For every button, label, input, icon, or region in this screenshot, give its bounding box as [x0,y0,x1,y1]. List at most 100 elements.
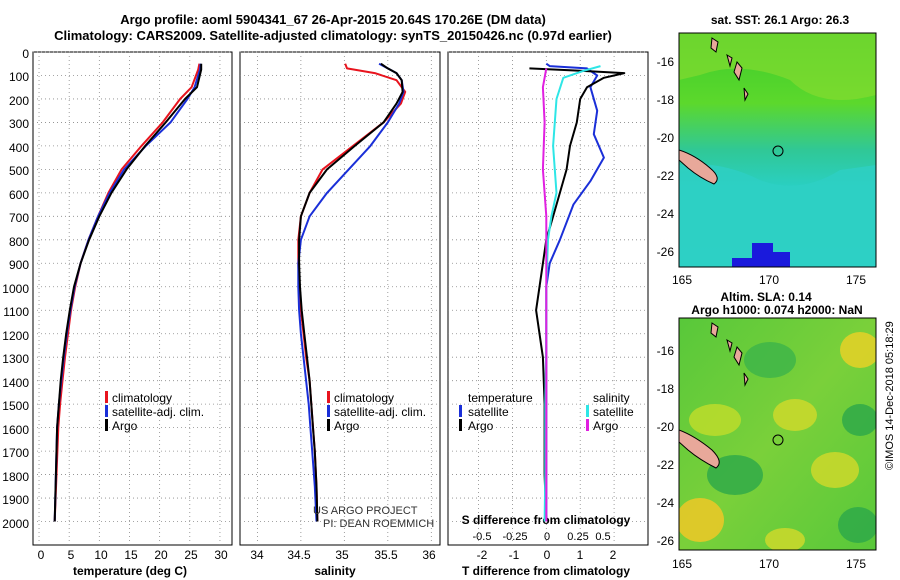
temperature-x-tick: 10 [94,548,108,562]
temperature-x-tick: 30 [214,548,228,562]
legend-label-argo: Argo [334,419,360,433]
legend-swatch-t-argo [459,419,462,431]
legend-label-t-satellite: satellite [468,405,509,419]
temperature-series-climatology [53,63,201,522]
sst-map-frame [678,32,877,268]
sst-y-tick: -22 [657,169,675,183]
sla-map-axes: 165 170 175 -16 -18 -20 -22 -24 -26 [657,344,867,571]
depth-tick: 700 [9,211,29,225]
difference-panel-frame [447,51,649,546]
temperature-series-satellite-adj-clim [53,63,202,522]
sla-high-patch [773,399,817,431]
salinity-panel-frame [239,51,441,546]
temperature-x-tick: 25 [184,548,198,562]
imos-timestamp: ©IMOS 14-Dec-2018 05:18:29 [884,321,896,470]
vanuatu-islands [710,322,749,387]
depth-tick: 1500 [2,399,29,413]
legend-temperature-title: temperature [468,391,533,405]
temperature-x-axis: 0 5 10 15 20 25 30 [38,548,228,562]
legend-swatch-argo [105,419,108,431]
depth-tick: 200 [9,94,29,108]
depth-tick: 400 [9,141,29,155]
sla-map-title: Altim. SLA: 0.14 [720,290,812,304]
new-caledonia-island [679,429,720,469]
temperature-series-argo [53,63,203,522]
salinity-x-tick: 34 [250,548,264,562]
t-diff-x-tick: 2 [610,548,617,562]
sst-y-tick: -26 [657,245,675,259]
depth-axis: 0 100 200 300 400 500 600 700 800 900 10… [2,47,29,531]
depth-tick: 1400 [2,376,29,390]
sla-low-patch [707,455,763,495]
depth-tick: 1700 [2,446,29,460]
depth-tick: 1800 [2,470,29,484]
sla-map-frame [678,317,877,551]
sst-x-tick: 170 [759,273,779,287]
sla-y-tick: -26 [657,534,675,548]
temperature-x-tick: 20 [154,548,168,562]
legend-swatch-argo [327,419,330,431]
t-diff-x-tick: -2 [477,548,488,562]
new-caledonia-island [679,149,718,185]
depth-tick: 1300 [2,352,29,366]
salinity-x-tick: 35 [335,548,349,562]
temperature-x-label: temperature (deg C) [73,564,187,578]
legend-label-s-argo: Argo [593,419,619,433]
salinity-legend: climatology satellite-adj. clim. Argo [327,391,426,433]
vanuatu-islands [710,37,749,102]
legend-swatch-climatology [327,391,330,403]
sla-y-tick: -22 [657,458,675,472]
sla-high-patch [840,332,876,368]
sst-warm-patch [679,33,876,100]
sla-high-patch [765,528,805,550]
legend-label-climatology: climatology [334,391,394,405]
legend-label-s-satellite: satellite [593,405,634,419]
s-diff-x-tick: 0.25 [567,531,588,543]
salinity-x-axis: 34 34.5 35 35.5 36 [250,548,436,562]
depth-tick: 800 [9,235,29,249]
sla-low-patch [842,404,876,436]
legend-swatch-s-argo [586,419,589,431]
argo-location-marker [772,145,784,157]
depth-tick: 1000 [2,282,29,296]
legend-label-t-argo: Argo [468,419,494,433]
sst-x-tick: 165 [672,273,692,287]
difference-series-s-argo [541,68,548,522]
sst-cool-patch [679,164,876,267]
sst-cold-patch [732,243,790,267]
salinity-x-tick: 36 [422,548,436,562]
sla-high-patch [811,452,859,488]
difference-legend: temperature satellite Argo salinity sate… [459,391,634,433]
sst-x-tick: 175 [846,273,866,287]
sst-map-title: sat. SST: 26.1 Argo: 26.3 [711,13,850,27]
sst-y-tick: -18 [657,93,675,107]
sla-y-tick: -18 [657,382,675,396]
profile-series [53,62,626,522]
depth-tick: 1600 [2,423,29,437]
s-diff-x-tick: 0.5 [595,531,610,543]
credit-pi: PI: DEAN ROEMMICH [323,518,434,530]
salinity-series-argo [298,62,404,522]
salinity-x-tick: 34.5 [287,548,311,562]
sla-x-tick: 175 [846,557,866,571]
depth-tick: 1900 [2,493,29,507]
sla-y-tick: -24 [657,496,675,510]
difference-x-axis: -2 -1 0 1 2 -0.5 -0.25 0 0.25 0.5 [473,531,617,562]
legend-swatch-satellite [105,405,108,417]
t-diff-x-tick: -1 [509,548,520,562]
sst-y-tick: -20 [657,131,675,145]
depth-tick: 100 [9,70,29,84]
depth-tick: 300 [9,117,29,131]
sla-y-tick: -16 [657,344,675,358]
argo-location-marker [772,434,784,446]
sst-map [679,33,876,267]
sla-x-tick: 170 [759,557,779,571]
depth-tick: 1200 [2,329,29,343]
s-diff-x-tick: -0.5 [473,531,492,543]
t-diff-x-tick: 1 [577,548,584,562]
legend-swatch-t-satellite [459,405,462,417]
figure-title-line2: Climatology: CARS2009. Satellite-adjuste… [54,28,612,43]
temperature-x-tick: 0 [38,548,45,562]
sst-y-tick: -24 [657,207,675,221]
temperature-x-tick: 5 [68,548,75,562]
